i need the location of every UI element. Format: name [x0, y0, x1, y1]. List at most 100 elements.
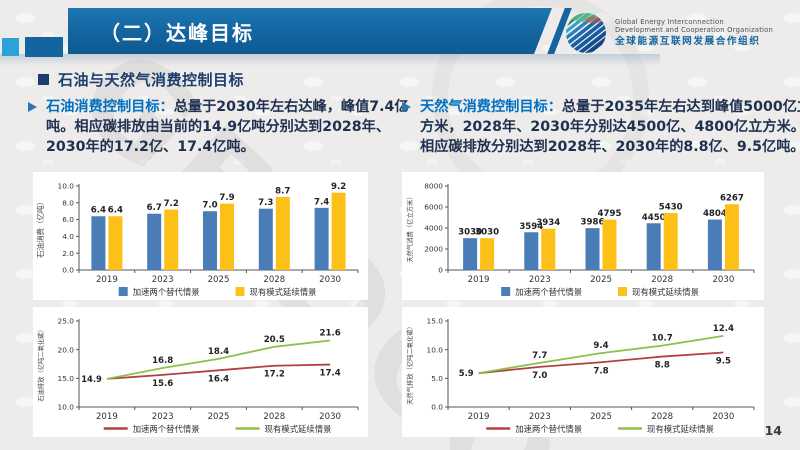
svg-text:12.4: 12.4 — [713, 324, 734, 334]
svg-text:3030: 3030 — [475, 228, 499, 238]
svg-text:2019: 2019 — [96, 275, 118, 285]
svg-text:7.0: 7.0 — [532, 371, 547, 381]
svg-text:14.9: 14.9 — [81, 374, 102, 384]
oil-consumption-chart-panel: 0.0 2.0 4.0 6.0 8.0 10.0 2019 2023 2025 2028 2030 石… — [33, 172, 368, 300]
svg-text:3986: 3986 — [581, 218, 605, 228]
svg-text:10.0: 10.0 — [427, 345, 444, 354]
svg-text:2019: 2019 — [468, 275, 490, 285]
svg-text:2030: 2030 — [712, 275, 734, 285]
arrow-bullet-icon — [28, 101, 37, 112]
svg-text:17.4: 17.4 — [319, 369, 340, 379]
svg-text:16.4: 16.4 — [208, 374, 229, 384]
svg-text:0: 0 — [438, 266, 443, 275]
square-bullet-icon — [38, 74, 49, 85]
svg-text:10.7: 10.7 — [652, 334, 673, 344]
svg-text:4450: 4450 — [642, 213, 666, 223]
page-title: （二）达峰目标 — [100, 20, 254, 45]
gas-target-body: 总量于2035年左右达到峰值5000亿立方米，2028年、2030年分别达450… — [420, 99, 800, 156]
svg-text:15.0: 15.0 — [427, 317, 444, 326]
header-shadow — [0, 54, 660, 66]
svg-text:10.0: 10.0 — [58, 182, 75, 191]
svg-text:6000: 6000 — [424, 203, 443, 212]
svg-text:15.0: 15.0 — [58, 374, 75, 383]
svg-text:现有模式延续情景: 现有模式延续情景 — [632, 287, 699, 297]
svg-text:石油排放（亿吨二氧化碳）: 石油排放（亿吨二氧化碳） — [36, 326, 45, 402]
svg-text:2025: 2025 — [208, 275, 230, 285]
page-number: 14 — [764, 423, 782, 438]
logo-text-en-2: Development and Cooperation Organization — [615, 26, 774, 34]
svg-text:3030: 3030 — [458, 228, 482, 238]
svg-text:15.6: 15.6 — [152, 379, 173, 389]
svg-text:7.8: 7.8 — [593, 366, 608, 376]
svg-text:石油消费（亿吨）: 石油消费（亿吨） — [35, 198, 45, 258]
svg-text:6.4: 6.4 — [91, 206, 106, 216]
svg-text:7.9: 7.9 — [219, 193, 234, 203]
globe-icon — [566, 13, 606, 53]
svg-text:4.0: 4.0 — [62, 232, 74, 241]
svg-text:2028: 2028 — [651, 412, 673, 422]
svg-text:2019: 2019 — [96, 412, 118, 422]
svg-text:6.4: 6.4 — [108, 206, 123, 216]
svg-text:2025: 2025 — [208, 412, 230, 422]
svg-text:9.2: 9.2 — [331, 182, 346, 192]
svg-text:6.7: 6.7 — [147, 203, 162, 213]
logo-text-en-1: Global Energy Interconnection — [615, 17, 724, 26]
svg-text:18.4: 18.4 — [208, 347, 229, 357]
svg-text:0.0: 0.0 — [62, 266, 74, 275]
svg-text:2028: 2028 — [651, 275, 673, 285]
gas-emissions-chart-panel: 0.0 5.0 10.0 15.0 2019 2023 2025 2028 2030 天然气排放（… — [402, 307, 764, 437]
org-logo: Global Energy Interconnection Developmen… — [564, 11, 773, 55]
svg-text:9.5: 9.5 — [716, 357, 731, 367]
oil-target-title: 石油消费控制目标： — [46, 99, 174, 115]
gas-emissions-chart: 0.0 5.0 10.0 15.0 2019 2023 2025 2028 2030 天然气排放（… — [405, 317, 755, 434]
oil-target-paragraph: 石油消费控制目标：总量于2030年左右达峰，峰值7.4亿吨。相应碳排放由当前的1… — [28, 97, 412, 157]
svg-text:16.8: 16.8 — [152, 356, 173, 366]
svg-text:2028: 2028 — [263, 275, 285, 285]
svg-text:7.7: 7.7 — [532, 351, 547, 361]
svg-text:天然气排放（亿吨二氧化碳）: 天然气排放（亿吨二氧化碳） — [405, 323, 414, 405]
svg-text:7.2: 7.2 — [164, 199, 179, 209]
gas-target-title: 天然气消费控制目标： — [420, 99, 562, 115]
svg-text:加速两个替代情景: 加速两个替代情景 — [515, 287, 582, 297]
svg-text:9.4: 9.4 — [593, 341, 608, 351]
svg-text:加速两个替代情景: 加速两个替代情景 — [133, 287, 200, 297]
svg-text:2025: 2025 — [590, 275, 612, 285]
svg-text:2023: 2023 — [529, 412, 551, 422]
arrow-bullet-icon — [402, 101, 411, 112]
svg-text:现有模式延续情景: 现有模式延续情景 — [647, 424, 714, 434]
svg-text:2030: 2030 — [319, 412, 341, 422]
header-bar: （二）达峰目标 — [68, 8, 552, 54]
svg-text:7.3: 7.3 — [258, 198, 273, 208]
svg-text:3594: 3594 — [519, 222, 543, 232]
gas-target-paragraph: 天然气消费控制目标：总量于2035年左右达到峰值5000亿立方米，2028年、2… — [402, 97, 800, 157]
section-heading: 石油与天然气消费控制目标 — [38, 69, 244, 90]
svg-text:17.2: 17.2 — [264, 370, 285, 380]
svg-text:10.0: 10.0 — [58, 403, 75, 412]
svg-text:加速两个替代情景: 加速两个替代情景 — [133, 424, 200, 434]
header-accent-rect — [25, 37, 63, 57]
svg-text:4804: 4804 — [703, 209, 727, 219]
svg-text:2023: 2023 — [152, 412, 174, 422]
svg-text:4795: 4795 — [598, 209, 622, 219]
svg-text:2028: 2028 — [263, 412, 285, 422]
svg-text:2030: 2030 — [712, 412, 734, 422]
oil-emissions-chart-panel: 10.0 15.0 20.0 25.0 2019 2023 2025 2028 2030 石油排放… — [33, 307, 368, 437]
svg-text:8.7: 8.7 — [275, 186, 290, 196]
svg-text:2030: 2030 — [319, 275, 341, 285]
svg-text:7.0: 7.0 — [202, 201, 217, 211]
svg-text:2025: 2025 — [590, 412, 612, 422]
svg-text:5.0: 5.0 — [431, 374, 443, 383]
svg-text:6.0: 6.0 — [62, 215, 74, 224]
svg-text:5430: 5430 — [659, 202, 683, 212]
svg-text:25.0: 25.0 — [58, 317, 75, 326]
svg-text:4000: 4000 — [424, 224, 443, 233]
svg-text:2000: 2000 — [424, 245, 443, 254]
svg-text:2023: 2023 — [152, 275, 174, 285]
svg-text:20.0: 20.0 — [58, 345, 75, 354]
svg-text:6267: 6267 — [720, 194, 744, 204]
svg-text:20.5: 20.5 — [264, 335, 285, 345]
svg-text:2023: 2023 — [529, 275, 551, 285]
svg-text:8.0: 8.0 — [62, 198, 74, 207]
svg-text:天然气消费（亿立方米）: 天然气消费（亿立方米） — [405, 193, 414, 262]
